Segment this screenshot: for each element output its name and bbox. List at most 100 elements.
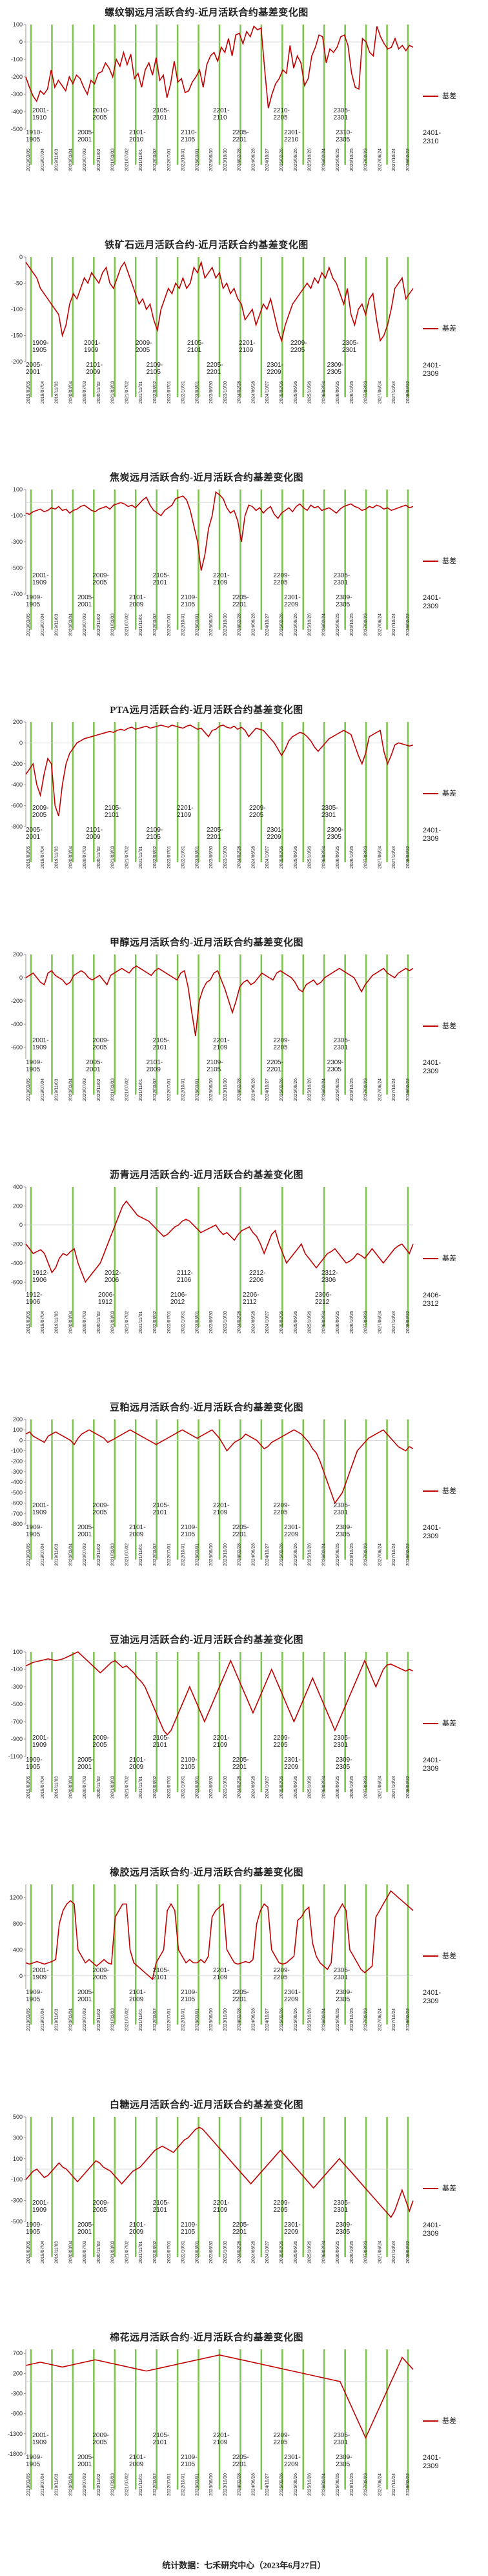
chart-panel: 棉花远月活跃合约-近月活跃合约基差变化图 700 200 -300 -800 -1300 -… xyxy=(0,2325,488,2531)
contract-label: 2109- xyxy=(147,827,163,834)
contract-label: 2209- xyxy=(273,1502,290,1509)
x-date-label: 2027/02/23 xyxy=(364,1078,369,1101)
contract-label: 2305 xyxy=(327,834,342,841)
contract-label: 2305- xyxy=(334,1037,351,1044)
legend-swatch xyxy=(423,1258,438,1260)
x-date-label: 2019/11/03 xyxy=(55,613,59,636)
legend-label: 基差 xyxy=(442,1487,456,1495)
x-date-label: 2020/07/03 xyxy=(83,149,87,171)
contract-label: 2309- xyxy=(336,1524,352,1531)
x-date-label: 2028/02/22 xyxy=(406,613,411,636)
contract-label: 2205- xyxy=(207,827,223,834)
chart-panel: PTA远月活跃合约-近月活跃合约基差变化图 200 0 -200 -400 -600 -80… xyxy=(0,697,488,904)
contract-label: 1912 xyxy=(98,1299,113,1306)
contract-label: 2201 xyxy=(267,1066,281,1073)
x-date-label: 2025/06/26 xyxy=(294,846,298,869)
x-date-label: 2026/02/24 xyxy=(321,381,326,404)
contract-label: 2109- xyxy=(181,1757,198,1764)
y-tick-label: -300 xyxy=(11,539,23,545)
x-date-label: 2019/07/04 xyxy=(41,1078,45,1101)
contract-label: 2101 xyxy=(153,1044,168,1051)
contract-label: 2206- xyxy=(243,1292,259,1299)
contract-label: 2005- xyxy=(77,129,94,136)
contract-label: 2101 xyxy=(153,1742,168,1749)
x-date-label: 2026/06/25 xyxy=(336,613,340,636)
contract-label: 2009 xyxy=(86,834,101,841)
chart-title: 棉花远月活跃合约-近月活跃合约基差变化图 xyxy=(110,2333,303,2343)
contract-label: 2109- xyxy=(181,1989,198,1996)
contract-label: 2301- xyxy=(284,1757,301,1764)
x-date-label: 2019/03/05 xyxy=(26,1078,31,1101)
contract-label: 2101 xyxy=(153,114,168,121)
current-contract-label: 2401- 2309 xyxy=(423,594,442,610)
x-date-label: 2027/02/23 xyxy=(364,1311,369,1334)
x-date-label: 2027/06/24 xyxy=(378,2008,382,2031)
x-date-label: 2019/07/04 xyxy=(41,1543,45,1566)
x-date-label: 2019/11/03 xyxy=(55,2008,59,2031)
contract-label: 1905 xyxy=(26,1764,41,1771)
contract-label: 2301 xyxy=(342,347,357,354)
contract-label: 2205- xyxy=(207,362,223,369)
x-date-label: 2027/06/24 xyxy=(378,2473,382,2496)
y-tick-label: -100 xyxy=(11,56,23,63)
x-date-label: 2021/11/01 xyxy=(139,613,143,636)
chart-plot: 1000-100-200-300-400-5002001-19102010-20… xyxy=(11,21,414,171)
x-date-label: 2021/07/02 xyxy=(125,1543,129,1566)
current-contract-label: 2401- 2309 xyxy=(423,362,442,378)
y-tick-label: -200 xyxy=(11,1458,23,1465)
x-date-label: 2022/03/02 xyxy=(153,2241,158,2263)
x-date-label: 2027/10/24 xyxy=(392,1311,396,1334)
contract-label: 2005 xyxy=(92,1974,107,1981)
current-contract-label: 2401- 2309 xyxy=(423,1989,442,2005)
contract-label: 1909- xyxy=(26,1524,43,1531)
contract-label: 2109 xyxy=(239,347,254,354)
contract-label: 2009 xyxy=(129,601,144,608)
contract-label: 2309- xyxy=(327,1059,344,1066)
contract-label: 1909- xyxy=(26,2454,43,2461)
y-tick-label: 100 xyxy=(13,486,23,493)
x-date-label: 2020/03/04 xyxy=(68,2241,73,2263)
legend: 基差 xyxy=(423,2415,456,2426)
y-tick-label: -300 xyxy=(11,2198,23,2204)
legend: 基差 xyxy=(423,555,456,566)
x-date-label: 2022/07/01 xyxy=(167,613,172,636)
contract-label: 2301- xyxy=(284,594,301,601)
legend-swatch xyxy=(423,2188,438,2190)
y-tick-label: -600 xyxy=(11,1279,23,1285)
x-date-label: 2023/03/01 xyxy=(195,2473,199,2496)
x-date-label: 2019/03/05 xyxy=(26,149,31,171)
x-date-label: 2024/06/28 xyxy=(251,613,256,636)
series-line-basis xyxy=(25,2127,414,2218)
x-date-label: 2027/10/24 xyxy=(392,381,396,404)
contract-label: 1905 xyxy=(26,1996,41,2003)
contract-label: 2009- xyxy=(92,572,109,579)
x-date-label: 2019/07/04 xyxy=(41,149,45,171)
x-date-label: 2025/10/26 xyxy=(308,2473,312,2496)
x-date-label: 2025/02/26 xyxy=(280,1078,284,1101)
x-date-label: 2022/07/01 xyxy=(167,1078,172,1101)
contract-label: 2201 xyxy=(207,834,221,841)
x-date-label: 2020/03/04 xyxy=(68,381,73,404)
contract-label: 2106 xyxy=(177,1277,192,1284)
x-date-label: 2022/07/01 xyxy=(167,2473,172,2496)
x-date-label: 2021/07/02 xyxy=(125,381,129,404)
contract-label: 2201- xyxy=(213,1967,230,1974)
contract-label: 2301 xyxy=(321,812,336,819)
contract-label: 2006- xyxy=(98,1292,115,1299)
x-date-label: 2025/10/26 xyxy=(308,1543,312,1566)
contract-label: 2205 xyxy=(273,1742,288,1749)
chart-plot: 200 100 0 -100 -200 -300 -400 -500 -600 -700 -800 2… xyxy=(11,1416,414,1566)
contract-label: 2210- xyxy=(273,107,290,114)
contract-label: 1912- xyxy=(26,1292,43,1299)
x-date-label: 2028/02/22 xyxy=(406,1311,411,1334)
x-date-label: 2024/06/28 xyxy=(251,1311,256,1334)
contract-label: 2110- xyxy=(181,129,197,136)
contract-label: 2112- xyxy=(177,1270,193,1277)
x-date-label: 2022/10/31 xyxy=(181,1311,186,1334)
chart-plot: 2000-200-400-6002001-19092009-20052105-2… xyxy=(11,951,414,1101)
x-date-label: 2019/11/03 xyxy=(55,1543,59,1566)
y-tick-label: -400 xyxy=(11,108,23,115)
contract-label: 2205- xyxy=(232,594,249,601)
contract-label: 2309- xyxy=(327,827,344,834)
contract-label: 2201- xyxy=(239,340,256,347)
